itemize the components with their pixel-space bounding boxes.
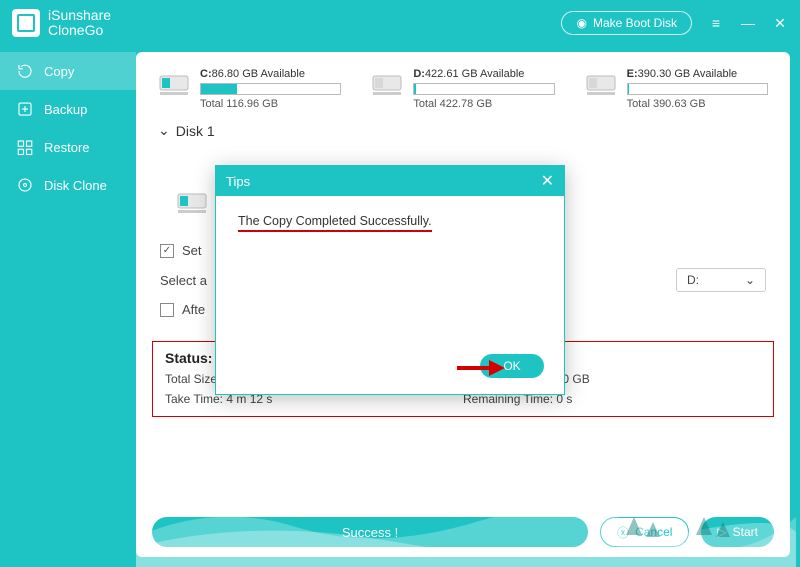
play-icon: ▷ [717,525,726,539]
sidebar-label: Copy [44,64,74,79]
partition-value: D: [687,273,699,287]
boot-label: Make Boot Disk [593,16,677,30]
ok-label: OK [503,359,520,373]
app-window: iSunshare CloneGo ◉ Make Boot Disk ≡ ― ✕… [0,0,800,567]
backup-icon [16,100,34,118]
chevron-down-icon: ⌄ [158,122,170,139]
option-after-label: Afte [182,302,205,317]
app-name: iSunshare CloneGo [48,8,111,39]
titlebar: iSunshare CloneGo ◉ Make Boot Disk ≡ ― ✕ [0,0,800,46]
dialog-header: Tips ✕ [216,166,564,196]
drive-E[interactable]: E:390.30 GB AvailableTotal 390.63 GB [585,68,768,110]
close-icon[interactable]: ✕ [772,15,788,31]
sidebar-item-disk-clone[interactable]: Disk Clone [0,166,136,204]
start-button[interactable]: ▷ Start [701,517,774,547]
checkbox-after[interactable] [160,303,174,317]
minimize-icon[interactable]: ― [740,15,756,31]
drive-icon [158,68,190,100]
drive-C[interactable]: C:86.80 GB AvailableTotal 116.96 GB [158,68,341,110]
sidebar-label: Backup [44,102,87,117]
drive-info: D:422.61 GB AvailableTotal 422.78 GB [413,68,554,110]
logo-icon [12,9,40,37]
drive-info: C:86.80 GB AvailableTotal 116.96 GB [200,68,341,110]
sidebar: Copy Backup Restore Disk Clone [0,46,136,567]
sidebar-label: Restore [44,140,90,155]
sidebar-item-restore[interactable]: Restore [0,128,136,166]
drive-icon-disk1 [176,186,208,223]
make-boot-disk-button[interactable]: ◉ Make Boot Disk [561,11,692,35]
checkbox-set[interactable]: ✓ [160,244,174,258]
copy-icon [16,62,34,80]
disk-title: Disk 1 [176,123,215,139]
disk-icon: ◉ [576,16,586,30]
partition-select[interactable]: D: ⌄ [676,268,766,292]
dialog-title: Tips [226,174,250,189]
sidebar-label: Disk Clone [44,178,107,193]
footer: Success ! ⓧ Cancel ▷ Start [136,517,790,547]
start-label: Start [733,525,758,539]
drive-D[interactable]: D:422.61 GB AvailableTotal 422.78 GB [371,68,554,110]
restore-icon [16,138,34,156]
ok-button[interactable]: OK [480,354,544,378]
drive-icon [585,68,617,100]
sidebar-item-backup[interactable]: Backup [0,90,136,128]
chevron-down-icon: ⌄ [745,273,755,287]
drive-icon [371,68,403,100]
cancel-label: Cancel [635,525,672,539]
tips-dialog: Tips ✕ The Copy Completed Successfully. … [215,165,565,395]
sidebar-item-copy[interactable]: Copy [0,52,136,90]
disk-clone-icon [16,176,34,194]
option-select-label: Select a [160,273,207,288]
menu-icon[interactable]: ≡ [708,15,724,31]
cancel-icon: ⓧ [617,524,629,541]
dialog-close-icon[interactable]: ✕ [541,171,554,191]
drives-row: C:86.80 GB AvailableTotal 116.96 GB D:422… [136,52,790,118]
option-set-label: Set [182,243,202,258]
app-logo: iSunshare CloneGo [12,8,111,39]
cancel-button[interactable]: ⓧ Cancel [600,517,689,547]
disk-header[interactable]: ⌄ Disk 1 [136,118,790,143]
drive-info: E:390.30 GB AvailableTotal 390.63 GB [627,68,768,110]
dialog-body: The Copy Completed Successfully. [216,196,564,250]
dialog-message: The Copy Completed Successfully. [238,214,432,232]
success-bar: Success ! [152,517,588,547]
